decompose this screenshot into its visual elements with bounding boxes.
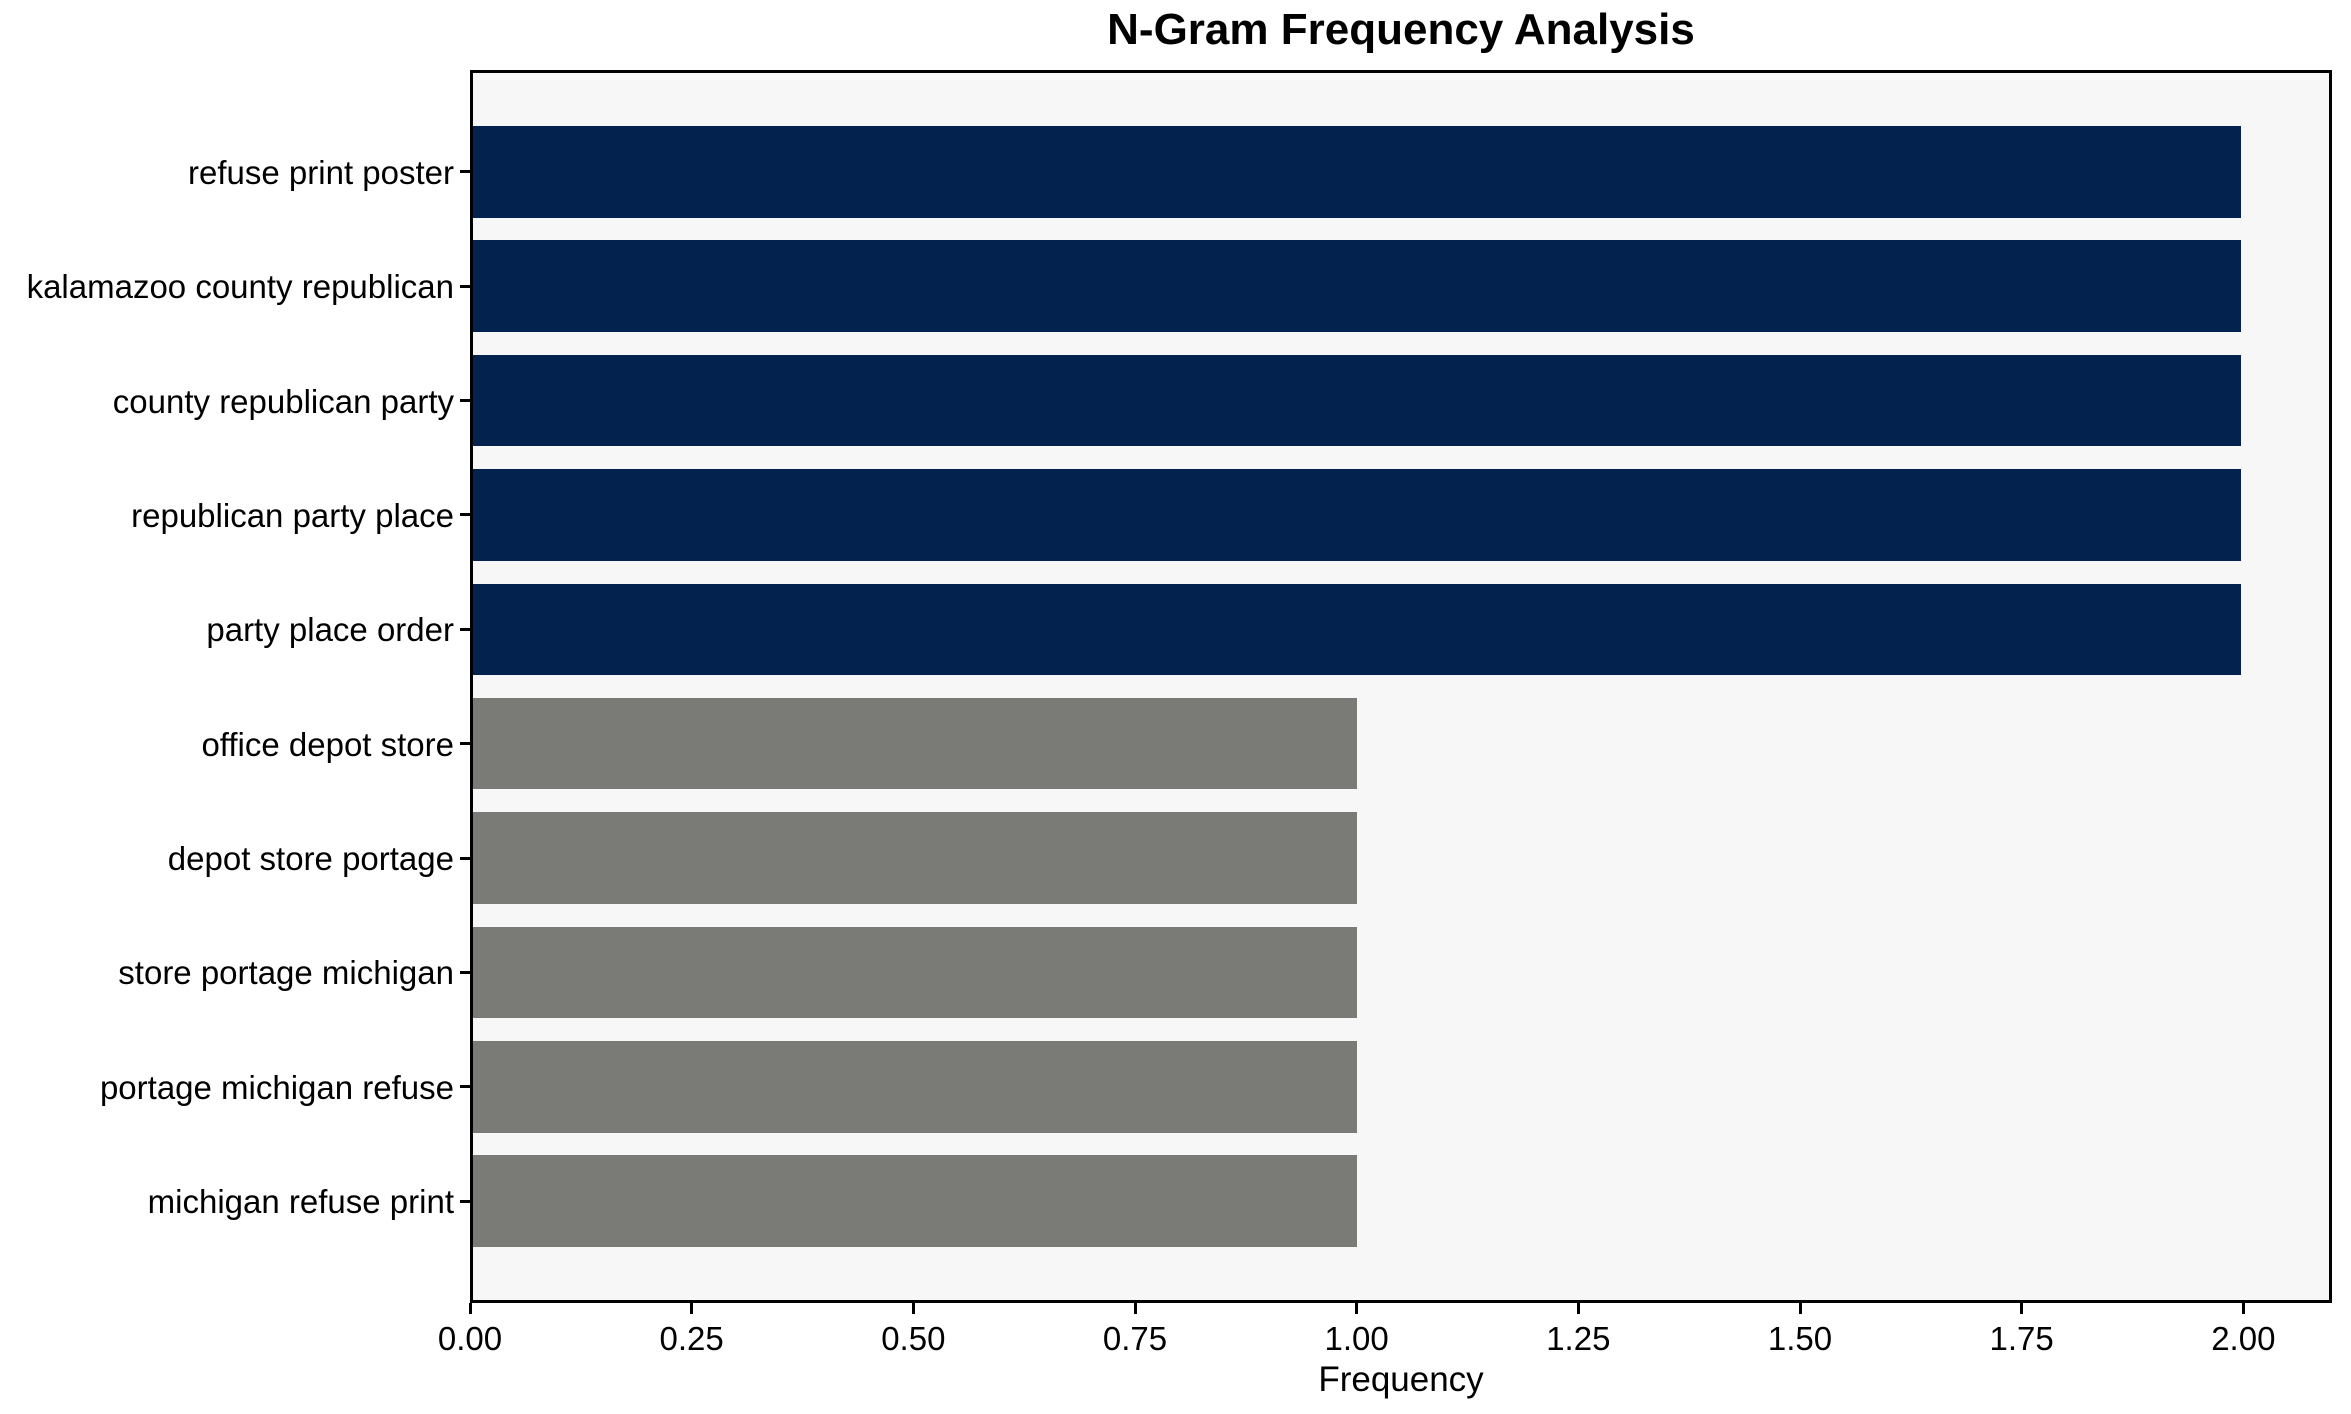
y-tick-label: kalamazoo county republican — [26, 268, 454, 306]
plot-area — [470, 70, 2332, 1303]
y-tick-mark — [460, 399, 470, 403]
y-tick-label: republican party place — [131, 496, 454, 534]
y-tick-mark — [460, 284, 470, 288]
chart-title: N-Gram Frequency Analysis — [1107, 5, 1695, 54]
bar-portage-michigan-refuse — [473, 1041, 1357, 1133]
x-tick-label: 1.50 — [1767, 1320, 1833, 1357]
y-tick-mark — [460, 742, 470, 746]
x-tick-label: 1.75 — [1989, 1320, 2054, 1357]
x-tick-mark — [911, 1303, 915, 1314]
bar-party-place-order — [473, 583, 2241, 676]
y-tick-mark — [460, 513, 470, 517]
x-tick-mark — [1133, 1303, 1137, 1314]
x-tick-label: 0.50 — [881, 1320, 946, 1357]
y-tick-label: portage michigan refuse — [99, 1068, 454, 1106]
bar-republican-party-place — [473, 469, 2241, 561]
y-tick-label: refuse print poster — [188, 153, 454, 191]
x-tick-label: 0.25 — [659, 1320, 724, 1357]
bar-store-portage-michigan — [473, 926, 1357, 1019]
x-tick-label: 1.25 — [1546, 1320, 1611, 1357]
bar-county-republican-party — [473, 354, 2241, 447]
x-tick-mark — [1355, 1303, 1359, 1314]
bar-kalamazoo-county-republican — [473, 240, 2241, 332]
x-tick-label: 2.00 — [2211, 1320, 2276, 1357]
x-tick-mark — [1798, 1303, 1802, 1314]
x-tick-label: 1.00 — [1324, 1320, 1389, 1357]
x-tick-mark — [2020, 1303, 2024, 1314]
y-tick-label: county republican party — [112, 382, 454, 420]
bar-depot-store-portage — [473, 812, 1357, 904]
y-tick-label: office depot store — [201, 725, 454, 763]
x-tick-label: 0.75 — [1102, 1320, 1168, 1357]
y-tick-mark — [460, 970, 470, 974]
x-tick-label: 0.00 — [437, 1320, 503, 1357]
x-tick-mark — [690, 1303, 694, 1314]
y-tick-mark — [460, 1085, 470, 1089]
x-axis-label: Frequency — [1318, 1360, 1484, 1399]
y-tick-label: depot store portage — [167, 840, 454, 878]
x-tick-mark — [1576, 1303, 1580, 1314]
y-tick-label: party place order — [206, 611, 454, 649]
y-tick-mark — [460, 170, 470, 174]
x-tick-mark — [468, 1303, 472, 1314]
bar-office-depot-store — [473, 697, 1357, 790]
y-tick-label: store portage michigan — [118, 954, 454, 992]
bar-refuse-print-poster — [473, 126, 2241, 218]
y-tick-mark — [460, 856, 470, 860]
y-tick-label: michigan refuse print — [147, 1183, 454, 1221]
y-tick-mark — [460, 627, 470, 631]
x-tick-mark — [2241, 1303, 2245, 1314]
bar-michigan-refuse-print — [473, 1155, 1357, 1247]
y-tick-mark — [460, 1199, 470, 1203]
